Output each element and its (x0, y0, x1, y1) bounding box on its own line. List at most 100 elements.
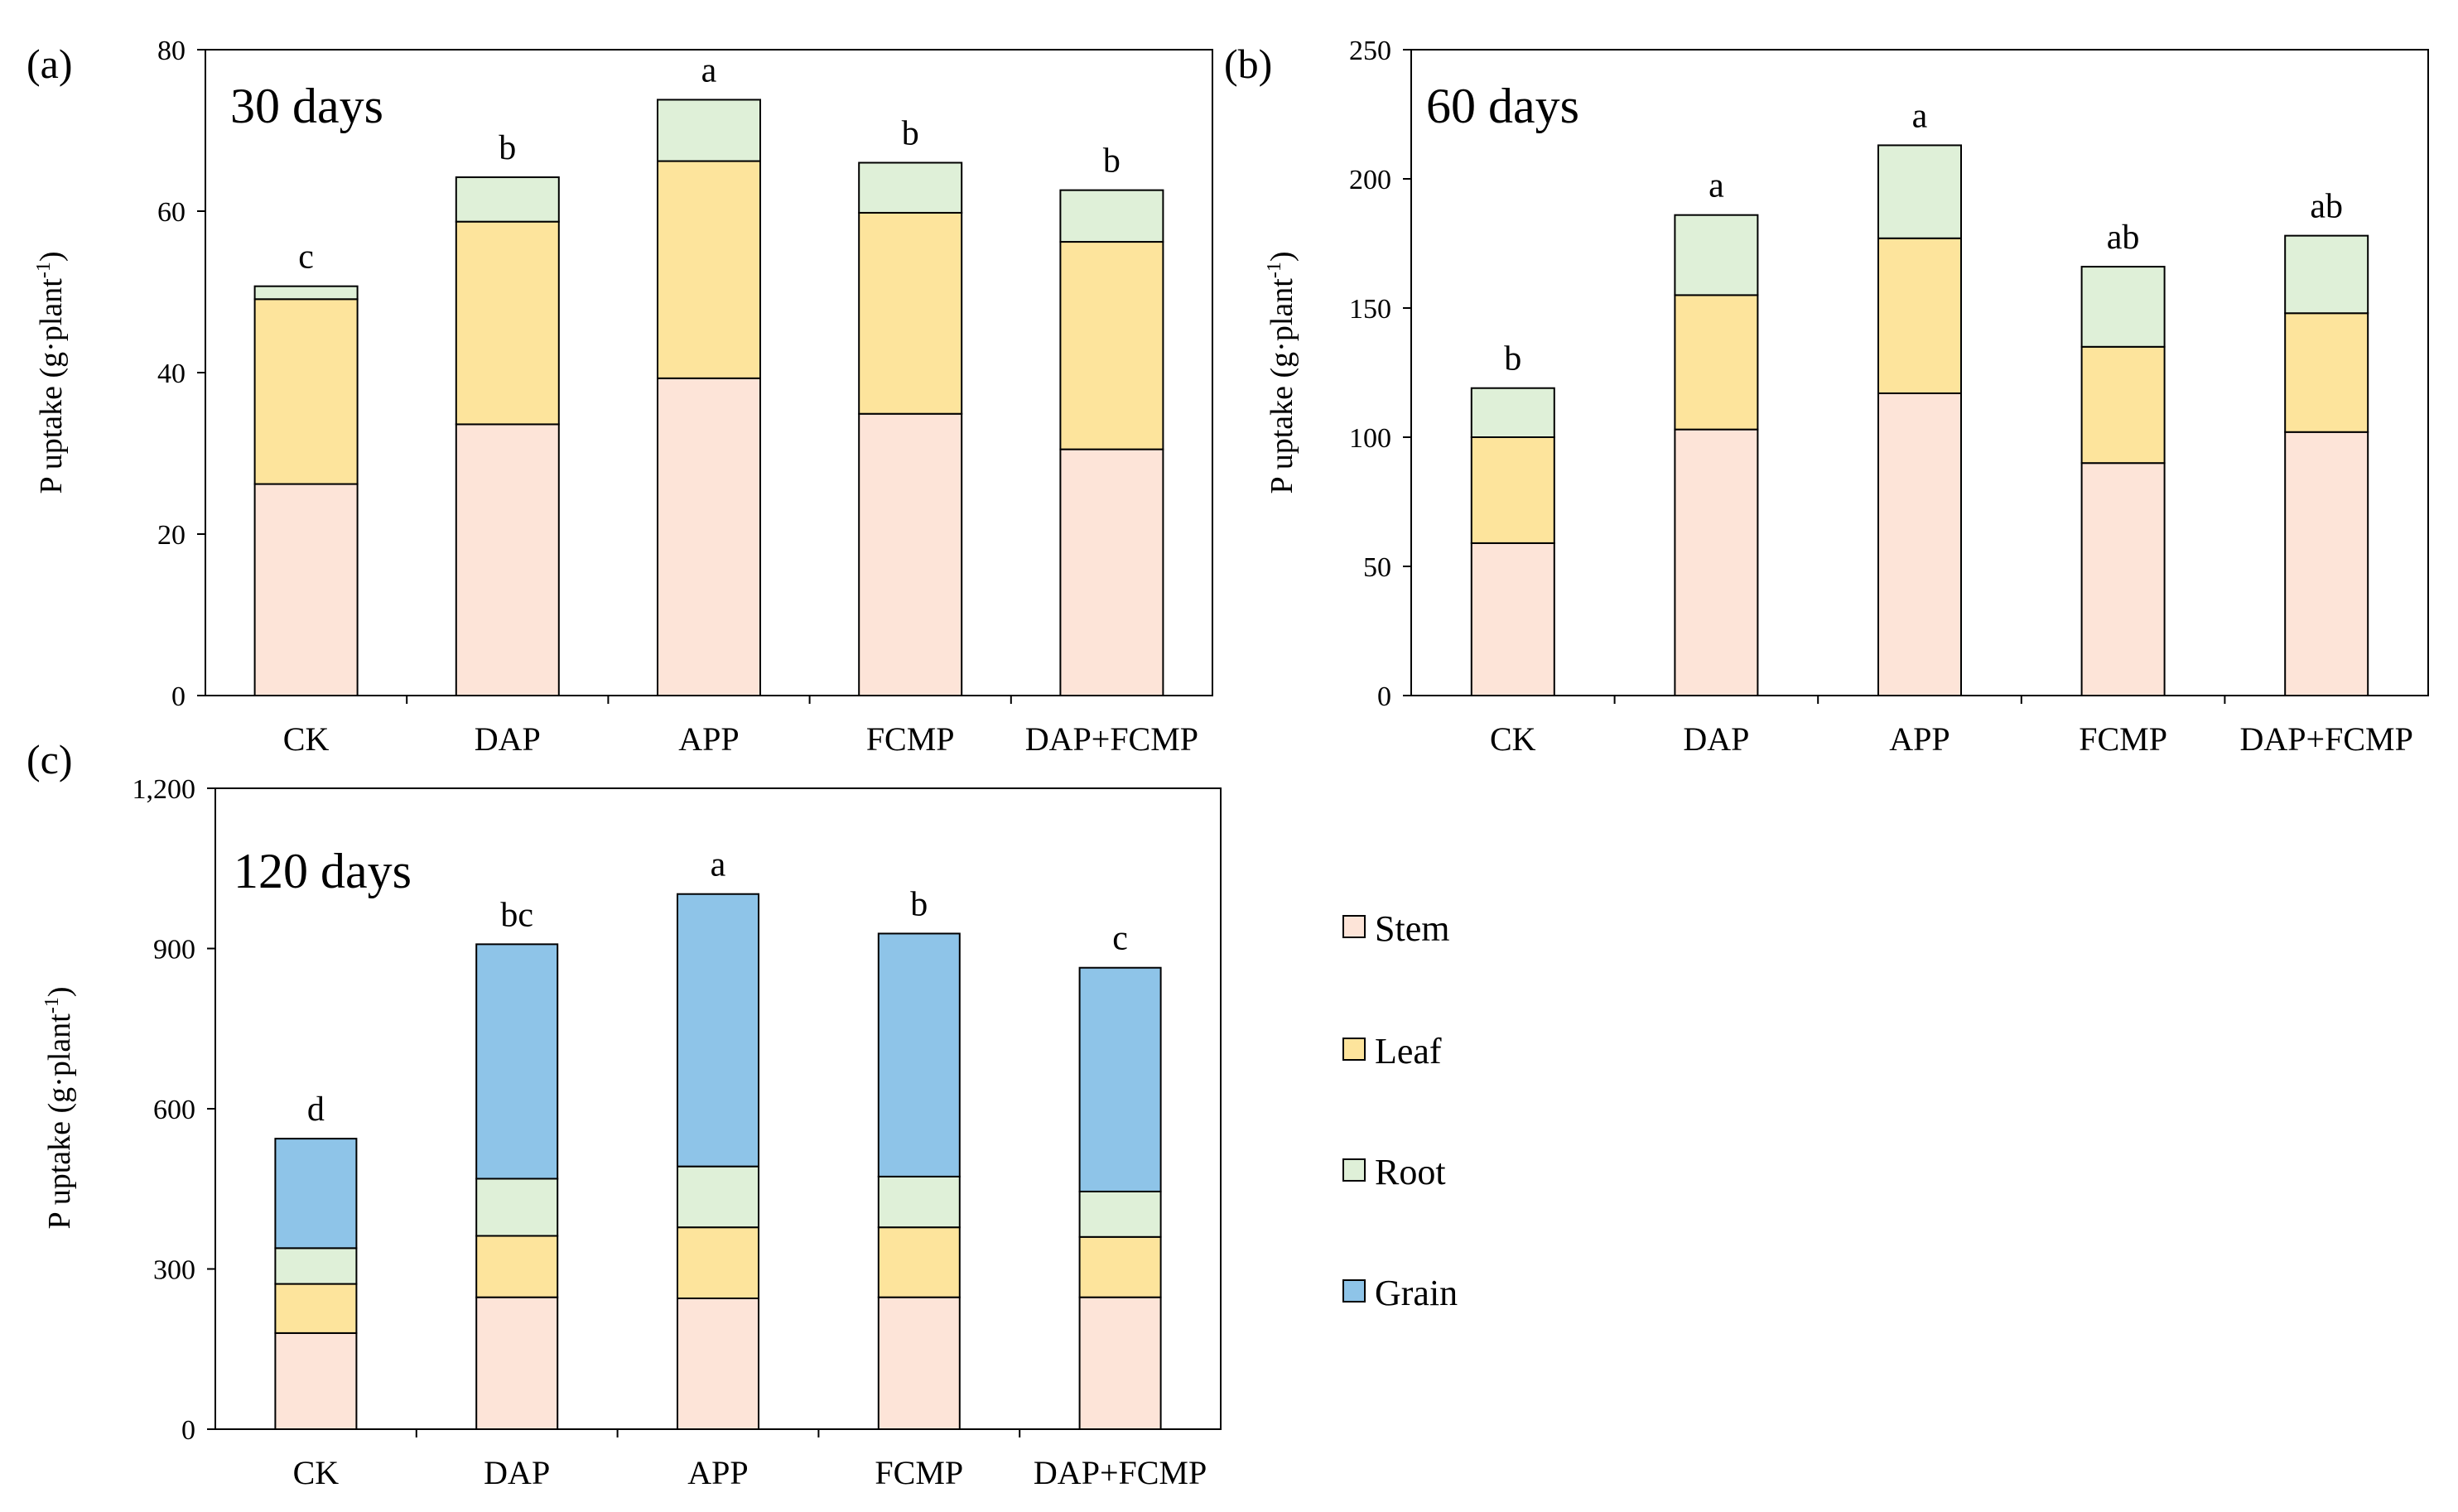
bar-grain-ck (274, 1138, 358, 1250)
legend-label-stem: Stem (1375, 908, 1449, 949)
significance-letter: b (1103, 142, 1121, 181)
bar-root-dap (1674, 214, 1759, 296)
x-category-label: FCMP (2079, 720, 2167, 758)
legend-swatch-stem (1342, 915, 1366, 938)
bar-stem-dap-fcmp (1059, 448, 1164, 696)
significance-letter: d (307, 1091, 325, 1129)
bar-root-dap-fcmp (2284, 234, 2369, 315)
x-category-label: CK (283, 720, 330, 758)
significance-letter: b (910, 885, 928, 923)
y-tick-label: 150 (1349, 294, 1391, 325)
panel-label: (c) (27, 736, 73, 782)
bar-leaf-dap-fcmp (1078, 1235, 1162, 1298)
bar-leaf-dap (455, 220, 560, 426)
legend: Stem Leaf Root Grain (1342, 908, 1458, 1313)
x-category-label: APP (678, 720, 739, 758)
y-tick-label: 200 (1349, 165, 1391, 195)
y-tick-label: 40 (157, 359, 186, 389)
y-tick-label: 250 (1349, 36, 1391, 66)
bar-root-ck (253, 285, 359, 301)
bar-grain-dap (475, 943, 559, 1180)
y-axis-label: P uptake (g·plant-1) (41, 987, 77, 1230)
bar-grain-dap-fcmp (1078, 966, 1162, 1192)
x-category-label: DAP (484, 1454, 550, 1491)
bar-root-fcmp (2080, 266, 2166, 348)
bar-stem-fcmp (877, 1296, 961, 1431)
bar-stem-ck (253, 483, 359, 696)
bar-stem-dap (1674, 428, 1759, 696)
panel-label: (b) (1224, 41, 1272, 87)
bar-grain-fcmp (877, 932, 961, 1177)
bar-root-ck (1470, 387, 1555, 438)
x-category-label: DAP+FCMP (1034, 1454, 1207, 1491)
y-tick-label: 60 (157, 197, 186, 228)
bar-stem-dap-fcmp (1078, 1296, 1162, 1431)
bar-stem-fcmp (2080, 462, 2166, 696)
bar-grain-app (677, 893, 759, 1168)
panel-c-120-days: 0 300 600 900 1,200 CK d DAP bc APP a FCMP b DAP+FCMP… (27, 736, 1222, 1491)
bar-stem-ck (274, 1331, 358, 1431)
y-tick-label: 80 (157, 36, 186, 66)
x-category-label: FCMP (875, 1454, 963, 1491)
y-tick-label: 300 (153, 1255, 195, 1286)
legend-label-grain: Grain (1375, 1273, 1458, 1313)
y-axis-label: P uptake (g·plant-1) (33, 252, 69, 494)
bar-stem-fcmp (858, 412, 963, 696)
bar-stem-dap-fcmp (2284, 431, 2369, 696)
legend-label-root: Root (1375, 1152, 1446, 1192)
bar-leaf-app (657, 160, 761, 379)
bar-root-fcmp (858, 161, 963, 214)
x-category-label: APP (1889, 720, 1950, 758)
bar-root-ck (274, 1247, 358, 1285)
bar-stem-dap (475, 1296, 559, 1431)
significance-letter: a (1709, 167, 1724, 205)
y-tick-label: 100 (1349, 423, 1391, 454)
bar-leaf-ck (253, 298, 359, 485)
bar-stem-app (657, 377, 761, 696)
x-category-label: DAP+FCMP (2240, 720, 2413, 758)
significance-letter: b (902, 115, 919, 153)
significance-letter: c (1112, 920, 1128, 958)
x-category-label: CK (293, 1454, 340, 1491)
x-category-label: APP (687, 1454, 748, 1491)
significance-letter: c (298, 238, 314, 277)
bar-leaf-app (1877, 237, 1962, 394)
bar-stem-dap (455, 423, 560, 697)
significance-letter: a (1912, 97, 1928, 135)
bar-root-dap (455, 176, 560, 223)
significance-letter: b (499, 129, 516, 167)
panel-title: 120 days (234, 844, 412, 898)
significance-letter: a (701, 51, 717, 89)
bar-root-dap-fcmp (1059, 189, 1164, 243)
significance-letter: bc (500, 896, 533, 934)
y-tick-label: 0 (181, 1415, 195, 1446)
bar-leaf-dap (1674, 294, 1759, 431)
bar-root-app (1877, 144, 1962, 239)
bar-leaf-fcmp (2080, 345, 2166, 465)
bar-leaf-dap-fcmp (2284, 312, 2369, 433)
x-category-label: CK (1490, 720, 1536, 758)
bar-leaf-dap (475, 1235, 559, 1298)
y-tick-label: 0 (171, 681, 186, 712)
y-tick-label: 900 (153, 935, 195, 965)
legend-swatch-leaf (1342, 1038, 1366, 1061)
significance-letter: b (1504, 340, 1521, 378)
bar-root-dap-fcmp (1078, 1190, 1162, 1238)
bar-leaf-fcmp (877, 1226, 961, 1298)
legend-swatch-grain (1342, 1279, 1366, 1303)
panel-title: 30 days (230, 79, 383, 133)
bar-stem-ck (1470, 542, 1555, 696)
bar-root-fcmp (877, 1175, 961, 1229)
legend-swatch-root (1342, 1158, 1366, 1182)
y-tick-label: 20 (157, 520, 186, 551)
panel-label: (a) (27, 41, 73, 87)
significance-letter: a (711, 846, 726, 884)
bar-leaf-ck (1470, 436, 1555, 544)
bar-root-app (677, 1165, 759, 1229)
bar-root-app (657, 99, 761, 162)
y-tick-label: 600 (153, 1095, 195, 1125)
y-tick-label: 1,200 (133, 774, 196, 805)
significance-letter: ab (2107, 219, 2140, 257)
bar-stem-app (1877, 392, 1962, 696)
